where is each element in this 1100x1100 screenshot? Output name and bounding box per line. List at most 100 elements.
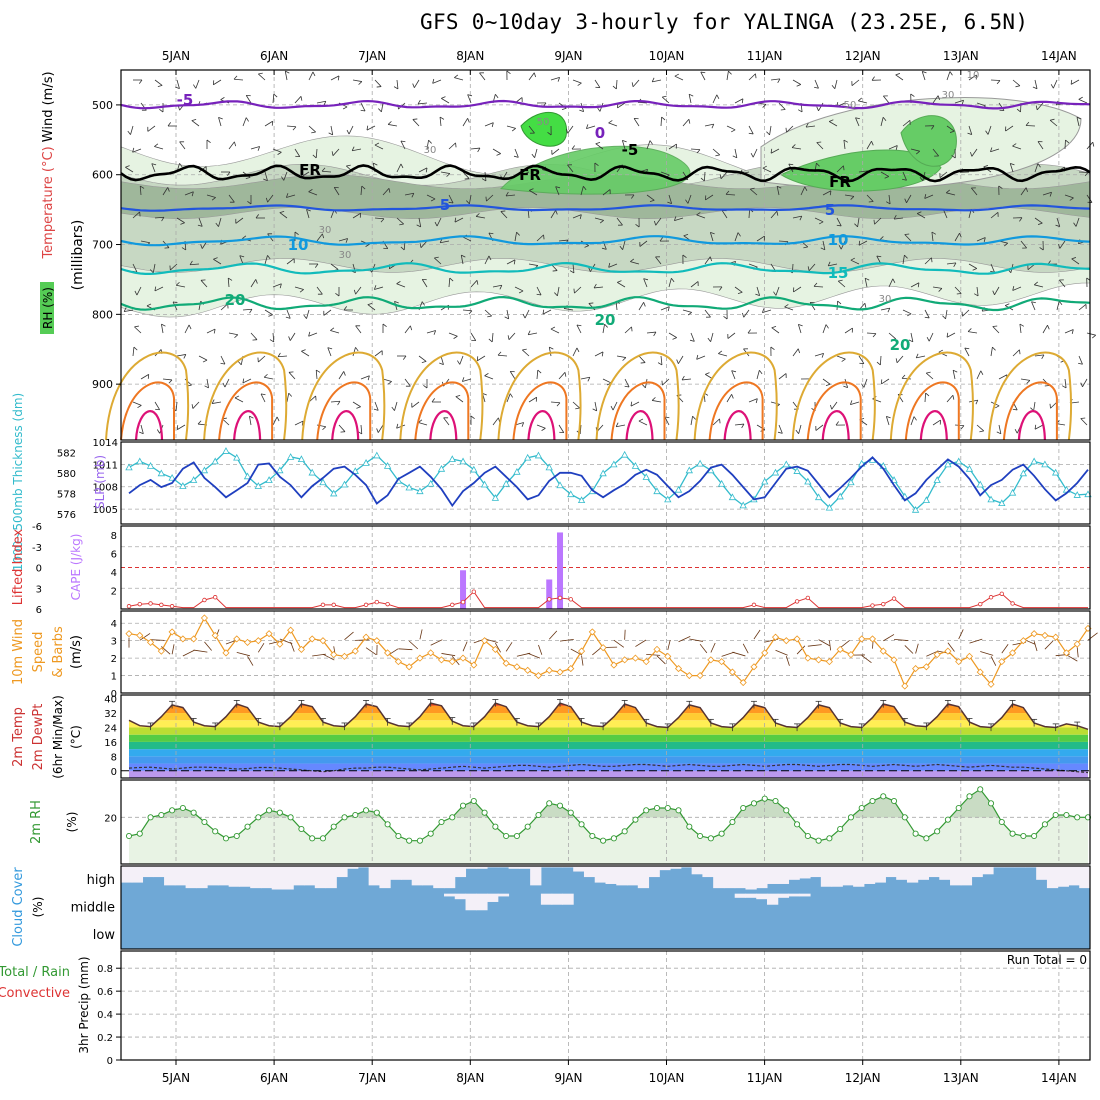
wind10-tick-label: 0 (111, 689, 117, 700)
wind-barb (798, 424, 802, 434)
wind10-point (631, 654, 640, 662)
wind-barb (154, 286, 157, 292)
wind-barb (488, 255, 492, 261)
wind-barb (662, 378, 670, 386)
wind-barb (377, 424, 384, 433)
wind-barb (710, 232, 715, 235)
cloud-high-clear (185, 866, 197, 889)
wind-barb (631, 194, 635, 199)
rh2m-point (1041, 821, 1048, 828)
precip-axis-label-total: Total / Rain (0, 965, 70, 980)
wind-barb (1034, 217, 1043, 224)
rh2m-point (998, 818, 1005, 826)
wind-barb (964, 347, 970, 357)
wind10-barb (699, 643, 708, 654)
cloud-high-clear (745, 866, 757, 890)
wind-barb (204, 385, 209, 389)
thickness-tick-label: 580 (57, 469, 76, 480)
wind-barb (1080, 417, 1086, 419)
wind-barb (655, 256, 662, 265)
wind-barb (487, 315, 492, 318)
rh2m-point (136, 830, 143, 837)
wind-barb (242, 235, 247, 239)
cloud-high-clear (1068, 866, 1080, 886)
wind10-barb (408, 640, 419, 650)
wind-barb (821, 353, 824, 358)
wind-barb (756, 286, 761, 296)
wind-barb (712, 94, 718, 104)
wind10-point (858, 635, 866, 643)
wind-barb (285, 316, 291, 319)
wind-barb (630, 258, 635, 262)
wind-barb (506, 125, 516, 129)
wind-barb (492, 417, 499, 426)
wind-barb (454, 74, 459, 78)
wind-barb (419, 243, 422, 248)
wind-barb (850, 259, 860, 265)
cloud-high-clear (680, 866, 693, 868)
li-point (988, 595, 994, 600)
wind-barb (844, 327, 853, 334)
cloud-high-clear (853, 866, 865, 887)
x-tick-label-bottom: 8JAN (456, 1071, 484, 1085)
cloud-high-clear (713, 866, 725, 889)
wind-barb (374, 401, 379, 411)
wind-barb (215, 222, 219, 227)
wind-barb (752, 148, 758, 158)
wind-barb (712, 148, 721, 156)
rh2m-point (287, 814, 294, 821)
wind-barb (396, 217, 404, 225)
wind-barb (234, 334, 239, 339)
wind10-point (804, 654, 812, 662)
wind-barb (572, 347, 578, 357)
wind-barb (696, 214, 706, 219)
wind-barb (895, 73, 901, 76)
wind-barb (508, 332, 516, 340)
wind-barb (536, 369, 539, 380)
wind-barb (402, 355, 407, 360)
rh2m-point (610, 835, 617, 842)
wind10-axis-label-a: 10m Wind (11, 619, 26, 685)
wind10-point (674, 665, 683, 673)
temp-band (129, 741, 1088, 750)
wind-barb (245, 95, 252, 104)
wind-barb (516, 231, 520, 236)
wind-barb (946, 71, 951, 81)
wind10-barb (883, 634, 895, 642)
wind-barb (756, 235, 765, 242)
slp-point (739, 501, 747, 509)
li-point (568, 597, 573, 602)
wind-barb (748, 73, 756, 81)
wind-barb (850, 196, 855, 200)
rh2m-point (384, 821, 391, 828)
wind-barb (321, 170, 332, 173)
wind-barb (843, 385, 848, 388)
wind-barb (924, 194, 934, 199)
rh2m-point (815, 837, 822, 844)
x-tick-label-top: 14JAN (1041, 49, 1077, 63)
wind10-point (642, 658, 650, 666)
wind-barb (382, 323, 387, 328)
wind-barb (181, 247, 186, 251)
wind-barb (534, 148, 538, 158)
wind-barb (949, 130, 955, 133)
wind-barb (567, 164, 574, 173)
wind-barb (506, 393, 511, 403)
wind-barb (455, 396, 464, 403)
wind-barb (638, 418, 644, 422)
wind-barb (212, 401, 222, 404)
cloud-high-clear (260, 866, 273, 889)
slp-point (534, 451, 543, 459)
wind-barb (330, 263, 339, 270)
wind10-barb (990, 656, 997, 666)
rh2m-point (847, 814, 854, 821)
wind-barb (323, 309, 332, 316)
wind-barb (255, 214, 260, 219)
wind-barb (459, 355, 464, 365)
wind-barb (741, 423, 745, 429)
wind-barb (651, 77, 655, 83)
cloud-high-clear (207, 866, 219, 886)
wind-barb (661, 116, 666, 121)
wind-barb (330, 330, 340, 334)
rh2m-point (169, 807, 176, 814)
